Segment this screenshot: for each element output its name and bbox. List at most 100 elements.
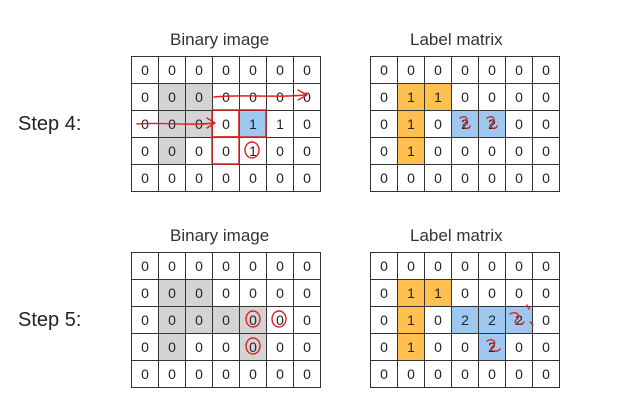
binary-cell-r3-c6: 0 [294,138,320,164]
label-cell-r0-c1: 0 [398,57,424,83]
label-cell-r4-c3: 0 [452,361,478,387]
binary-cell-r0-c1: 0 [159,253,185,279]
binary-cell-r2-c6: 0 [294,111,320,137]
label-cell-r1-c6: 0 [533,280,559,306]
label-cell-r2-c2: 0 [425,307,451,333]
label-cell-r2-c4: 2 [479,111,505,137]
binary-cell-r0-c6: 0 [294,57,320,83]
label-cell-r0-c0: 0 [371,253,397,279]
binary-cell-r0-c3: 0 [213,253,239,279]
binary-cell-r2-c2: 0 [186,111,212,137]
step-4-label-title: Label matrix [410,30,503,49]
label-cell-r2-c2: 0 [425,111,451,137]
label-cell-r3-c4: 0 [479,138,505,164]
binary-cell-r4-c4: 0 [240,165,266,191]
step-5-label: Step 5: [18,309,82,331]
label-cell-r3-c0: 0 [371,334,397,360]
binary-cell-r2-c1: 0 [159,111,185,137]
label-cell-r0-c5: 0 [506,253,532,279]
binary-cell-r4-c2: 0 [186,361,212,387]
label-cell-r0-c6: 0 [533,57,559,83]
step-4-label: Step 4: [18,113,82,135]
binary-cell-r3-c1: 0 [159,334,185,360]
binary-cell-r4-c3: 0 [213,165,239,191]
label-cell-r3-c1: 1 [398,334,424,360]
binary-cell-r4-c6: 0 [294,165,320,191]
label-cell-r2-c1: 1 [398,307,424,333]
label-cell-r0-c5: 0 [506,57,532,83]
label-cell-r2-c0: 0 [371,307,397,333]
binary-cell-r1-c4: 0 [240,280,266,306]
binary-cell-r0-c6: 0 [294,253,320,279]
label-cell-r3-c5: 0 [506,138,532,164]
binary-cell-r4-c6: 0 [294,361,320,387]
binary-cell-r3-c3: 0 [213,334,239,360]
binary-cell-r2-c1: 0 [159,307,185,333]
binary-cell-r4-c5: 0 [267,361,293,387]
binary-cell-r3-c2: 0 [186,334,212,360]
binary-cell-r4-c3: 0 [213,361,239,387]
label-cell-r3-c3: 0 [452,334,478,360]
label-cell-r3-c2: 0 [425,334,451,360]
binary-cell-r4-c0: 0 [132,165,158,191]
binary-cell-r3-c3: 0 [213,138,239,164]
label-cell-r3-c0: 0 [371,138,397,164]
binary-cell-r2-c4: 1 [240,111,266,137]
label-cell-r1-c3: 0 [452,280,478,306]
label-cell-r4-c2: 0 [425,165,451,191]
label-cell-r3-c5: 0 [506,334,532,360]
label-cell-r1-c2: 1 [425,84,451,110]
label-cell-r2-c0: 0 [371,111,397,137]
label-cell-r1-c1: 1 [398,280,424,306]
binary-cell-r0-c3: 0 [213,57,239,83]
step-4-binary-title: Binary image [170,30,270,49]
label-cell-r4-c1: 0 [398,361,424,387]
label-cell-r4-c6: 0 [533,165,559,191]
binary-cell-r3-c2: 0 [186,138,212,164]
label-cell-r2-c6: 0 [533,307,559,333]
binary-cell-r4-c4: 0 [240,361,266,387]
label-cell-r0-c1: 0 [398,253,424,279]
label-cell-r2-c3: 2 [452,111,478,137]
label-cell-r2-c6: 0 [533,111,559,137]
label-cell-r4-c5: 0 [506,361,532,387]
label-cell-r0-c6: 0 [533,253,559,279]
binary-cell-r1-c3: 0 [213,84,239,110]
binary-cell-r2-c4: 0 [240,307,266,333]
binary-cell-r2-c3: 0 [213,307,239,333]
label-cell-r1-c3: 0 [452,84,478,110]
label-cell-r2-c1: 1 [398,111,424,137]
label-cell-r1-c0: 0 [371,84,397,110]
binary-cell-r0-c2: 0 [186,57,212,83]
label-cell-r4-c4: 0 [479,165,505,191]
label-cell-r0-c2: 0 [425,57,451,83]
label-cell-r1-c4: 0 [479,280,505,306]
binary-cell-r2-c6: 0 [294,307,320,333]
label-cell-r2-c4: 2 [479,307,505,333]
binary-cell-r3-c4: 1 [240,138,266,164]
binary-cell-r2-c5: 1 [267,111,293,137]
binary-cell-r0-c4: 0 [240,57,266,83]
binary-cell-r0-c1: 0 [159,57,185,83]
binary-cell-r1-c5: 0 [267,84,293,110]
binary-cell-r2-c3: 0 [213,111,239,137]
label-cell-r1-c1: 1 [398,84,424,110]
step-5-binary-title: Binary image [170,226,270,245]
binary-cell-r4-c1: 0 [159,165,185,191]
label-cell-r3-c3: 0 [452,138,478,164]
label-cell-r4-c0: 0 [371,361,397,387]
label-cell-r1-c0: 0 [371,280,397,306]
binary-cell-r3-c0: 0 [132,334,158,360]
label-cell-r4-c5: 0 [506,165,532,191]
binary-cell-r1-c1: 0 [159,84,185,110]
label-cell-r3-c4: 2 [479,334,505,360]
binary-cell-r1-c0: 0 [132,280,158,306]
label-cell-r4-c3: 0 [452,165,478,191]
label-cell-r2-c5: 2 [506,307,532,333]
label-cell-r4-c4: 0 [479,361,505,387]
step-5-label-title: Label matrix [410,226,503,245]
